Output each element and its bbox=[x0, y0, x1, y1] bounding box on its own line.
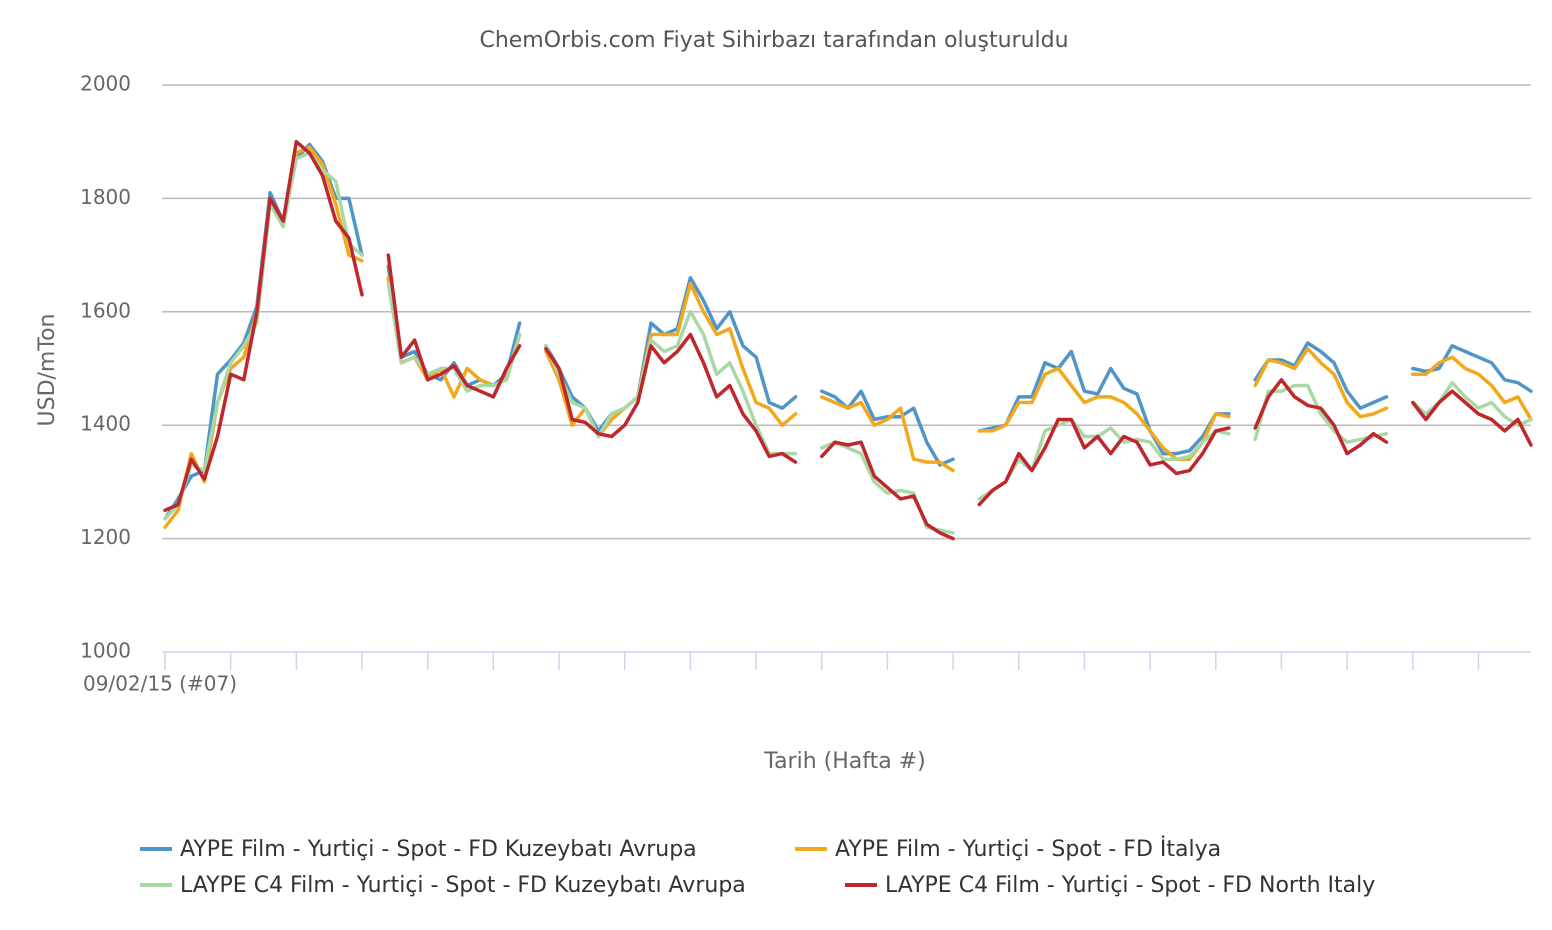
y-tick-label: 1400 bbox=[80, 412, 131, 436]
y-tick-label: 1800 bbox=[80, 185, 131, 209]
x-axis-title: Tarih (Hafta #) bbox=[763, 749, 925, 774]
series-line bbox=[163, 142, 1533, 521]
y-tick-label: 1000 bbox=[80, 639, 131, 663]
chart-title: ChemOrbis.com Fiyat Sihirbazı tarafından… bbox=[479, 28, 1068, 53]
series-line bbox=[163, 145, 1533, 530]
legend-label: AYPE Film - Yurtiçi - Spot - FD Kuzeybat… bbox=[180, 837, 697, 862]
y-axis-title: USD/mTon bbox=[35, 314, 60, 427]
y-tick-label: 1600 bbox=[80, 298, 131, 322]
series-line bbox=[163, 151, 1533, 535]
series-line bbox=[163, 139, 1533, 541]
y-tick-label: 1200 bbox=[80, 525, 131, 549]
x-tick-label: 09/02/15 (#07) bbox=[83, 672, 237, 696]
y-tick-label: 2000 bbox=[80, 72, 131, 96]
legend-label: AYPE Film - Yurtiçi - Spot - FD İtalya bbox=[835, 836, 1221, 862]
legend-label: LAYPE C4 Film - Yurtiçi - Spot - FD Nort… bbox=[885, 873, 1375, 898]
legend-label: LAYPE C4 Film - Yurtiçi - Spot - FD Kuze… bbox=[180, 873, 746, 898]
